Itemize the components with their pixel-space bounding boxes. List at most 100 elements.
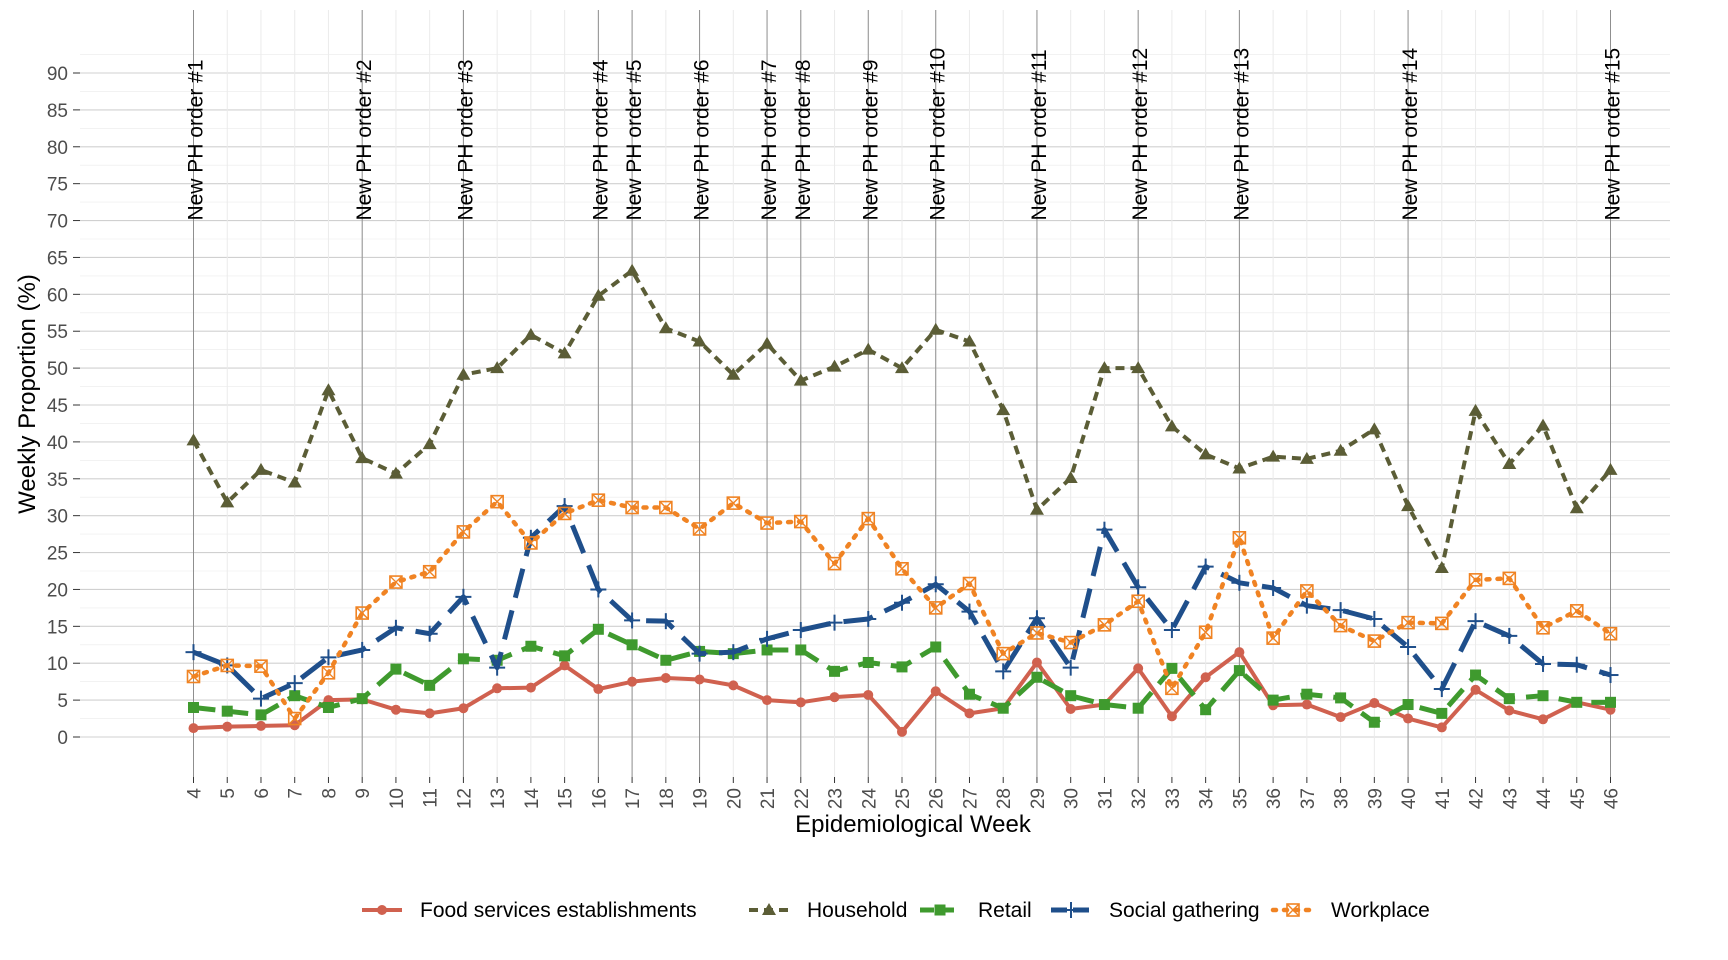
data-point-household	[523, 327, 538, 340]
data-point-workplace	[1468, 573, 1483, 587]
x-tick-label: 6	[252, 788, 273, 799]
data-point-household	[1502, 457, 1517, 470]
y-tick-label: 50	[47, 359, 68, 380]
data-point-food-services-establishments	[728, 680, 739, 691]
x-tick-label: 31	[1095, 788, 1116, 809]
data-point-household	[1164, 419, 1179, 432]
data-point-retail	[963, 688, 975, 700]
data-point-retail	[1200, 704, 1212, 716]
data-point-retail	[457, 653, 469, 665]
data-point-household	[456, 367, 471, 380]
legend-key-marker	[762, 903, 776, 915]
x-tick-label: 18	[657, 788, 678, 809]
data-point-retail	[829, 665, 841, 677]
data-point-retail	[592, 623, 604, 635]
x-tick-label: 34	[1197, 788, 1218, 810]
ph-order-label: New PH order #4	[589, 59, 612, 220]
data-point-workplace	[287, 711, 302, 726]
x-tick-label: 20	[724, 788, 745, 809]
data-point-food-services-establishments	[525, 682, 536, 693]
x-tick-label: 27	[960, 788, 981, 809]
annotations: New PH order #1 New PH order #2 New PH ord…	[185, 10, 1625, 777]
data-point-food-services-establishments	[458, 703, 469, 714]
data-point-social-gathering	[691, 645, 708, 662]
x-tick-label: 17	[623, 788, 644, 809]
data-point-workplace	[895, 561, 909, 576]
data-point-workplace	[692, 522, 707, 536]
x-tick-label: 28	[994, 788, 1015, 809]
data-point-social-gathering	[1568, 656, 1585, 673]
y-tick-label: 25	[47, 544, 68, 565]
data-point-household	[1569, 501, 1584, 514]
data-point-social-gathering	[1163, 622, 1180, 639]
data-point-retail	[862, 656, 874, 668]
data-point-household	[1603, 462, 1618, 475]
data-point-food-services-establishments	[492, 683, 503, 694]
data-point-social-gathering	[286, 675, 303, 692]
y-tick-label: 15	[47, 617, 68, 638]
ph-order-label: New PH order #10	[927, 48, 950, 221]
x-tick-label: 19	[691, 788, 712, 809]
data-point-food-services-establishments	[795, 697, 806, 708]
data-point-food-services-establishments	[559, 660, 570, 671]
data-point-social-gathering	[759, 630, 776, 647]
data-point-household	[962, 334, 977, 347]
data-point-household	[793, 373, 808, 386]
data-point-retail	[356, 693, 368, 705]
data-point-workplace	[220, 658, 235, 673]
data-point-food-services-establishments	[1369, 698, 1380, 709]
legend-item-household: Household	[749, 899, 907, 922]
data-point-household	[1536, 418, 1551, 431]
x-tick-label: 7	[286, 788, 307, 799]
data-point-food-services-establishments	[1470, 684, 1481, 695]
data-point-household	[1401, 499, 1416, 512]
data-point-workplace	[186, 669, 201, 684]
data-point-retail	[1605, 696, 1616, 708]
data-point-social-gathering	[1467, 613, 1484, 630]
data-point-retail	[1537, 690, 1549, 702]
data-point-household	[1198, 447, 1213, 460]
data-point-workplace	[1232, 530, 1247, 545]
data-point-workplace	[591, 493, 606, 507]
data-point-household	[253, 462, 268, 475]
data-point-workplace	[1097, 618, 1112, 632]
x-tick-label: 8	[319, 788, 340, 799]
x-tick-label: 13	[488, 788, 509, 809]
data-point-household	[1131, 361, 1146, 374]
data-point-workplace	[355, 606, 369, 620]
data-point-retail	[390, 663, 402, 675]
x-tick-label: 11	[421, 788, 442, 808]
data-point-retail	[626, 639, 638, 651]
legend-label: Retail	[978, 899, 1032, 922]
data-point-household	[760, 336, 775, 349]
ph-order-label: New PH order #2	[353, 59, 376, 220]
data-point-workplace	[1367, 634, 1382, 648]
data-point-retail	[997, 702, 1009, 714]
data-point-household	[726, 367, 741, 380]
data-point-retail	[1470, 669, 1482, 681]
data-point-workplace	[557, 506, 572, 521]
data-point-social-gathering	[1433, 681, 1450, 698]
data-point-household	[1029, 502, 1044, 515]
data-point-household	[1063, 471, 1078, 484]
data-point-food-services-establishments	[829, 692, 840, 703]
ph-order-label: New PH order #13	[1230, 48, 1253, 221]
ph-order-label: New PH order #11	[1028, 49, 1051, 220]
y-tick-label: 5	[57, 691, 68, 712]
data-point-workplace	[524, 536, 538, 550]
data-point-food-services-establishments	[255, 720, 266, 731]
data-point-household	[422, 437, 437, 450]
data-point-workplace	[1131, 594, 1145, 609]
y-tick-label: 35	[47, 470, 68, 491]
data-point-retail	[795, 644, 807, 656]
data-point-social-gathering	[1332, 602, 1349, 619]
data-point-workplace	[1401, 615, 1415, 630]
data-point-social-gathering	[387, 619, 404, 636]
series	[185, 263, 1619, 737]
y-tick-label: 30	[47, 507, 68, 528]
legend-item-social-gathering: Social gathering	[1051, 899, 1260, 922]
legend-item-retail: Retail	[920, 899, 1032, 922]
data-point-household	[1266, 449, 1281, 462]
data-point-workplace	[1536, 621, 1550, 635]
data-point-household	[1367, 422, 1382, 435]
